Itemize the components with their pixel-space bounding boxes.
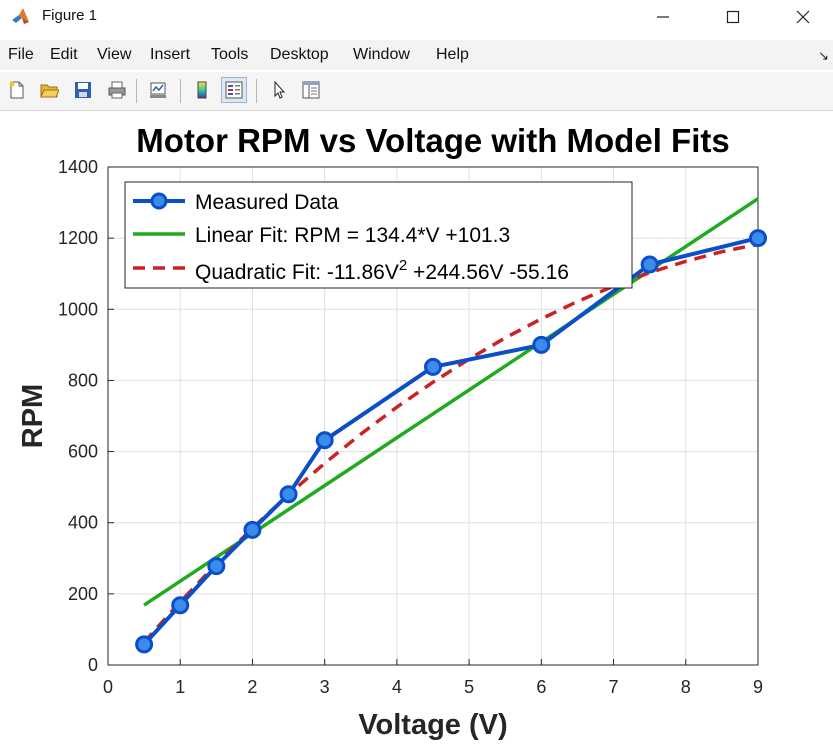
y-tick-label: 800: [68, 370, 98, 390]
measured-data-point: [207, 557, 226, 576]
figure-canvas: 0 1 2 3 4 5 6 7 8 9 0 200 400 600 800 1000 1200 1400 Moto…: [0, 111, 833, 743]
y-axis-label: RPM: [17, 384, 49, 448]
menu-insert[interactable]: Insert: [150, 46, 191, 63]
link-plot-icon: [150, 82, 166, 98]
minimize-icon: [657, 15, 669, 18]
measured-data-point: [640, 255, 659, 274]
menu-desktop[interactable]: Desktop: [270, 46, 329, 63]
measured-data-point: [315, 431, 334, 450]
open-file-button[interactable]: [36, 77, 62, 103]
toolbar-separator: [136, 79, 137, 103]
legend-marker-measured: [150, 192, 168, 210]
save-button[interactable]: [70, 77, 96, 103]
measured-data-point: [279, 485, 298, 504]
menu-view[interactable]: View: [97, 46, 132, 63]
menu-help[interactable]: Help: [436, 46, 469, 63]
y-tick-label: 1200: [58, 228, 98, 248]
print-button[interactable]: [104, 77, 130, 103]
legend-label-linear: Linear Fit: RPM = 134.4*V +101.3: [195, 224, 510, 247]
series-quadratic-fit-line: [142, 242, 759, 644]
menu-dock-arrow-icon[interactable]: ↘: [818, 48, 829, 63]
x-tick-label: 5: [464, 677, 474, 697]
print-icon: [108, 81, 126, 99]
legend-label-quadratic: Quadratic Fit: -11.86V2 +244.56V -55.16: [195, 257, 569, 284]
y-tick-label: 1400: [58, 157, 98, 177]
open-file-icon: [40, 84, 59, 98]
measured-data-point: [135, 635, 154, 654]
x-tick-label: 0: [103, 677, 113, 697]
title-bar: Figure 1: [0, 0, 833, 33]
menu-bar: File Edit View Insert Tools Desktop Wind…: [0, 40, 833, 70]
series-measured-line: [142, 236, 759, 646]
property-editor-button[interactable]: [298, 77, 324, 103]
menu-edit[interactable]: Edit: [50, 46, 78, 63]
y-tick-label: 1000: [58, 299, 98, 319]
chart: 0 1 2 3 4 5 6 7 8 9 0 200 400 600 800 1000 1200 1400 Moto…: [17, 122, 767, 741]
measured-data-point: [243, 520, 262, 539]
close-button[interactable]: [780, 0, 826, 33]
measured-data-point: [424, 357, 442, 376]
x-tick-label: 2: [247, 677, 257, 697]
measured-data-point: [171, 596, 190, 615]
x-tick-label: 3: [320, 677, 330, 697]
y-tick-label: 0: [88, 655, 98, 675]
legend-button[interactable]: [221, 77, 247, 103]
legend-quadratic-part1: Quadratic Fit: -11.86V: [195, 261, 399, 284]
legend-quadratic-exponent: 2: [399, 257, 407, 274]
x-axis-label: Voltage (V): [358, 709, 507, 741]
property-editor-icon: [302, 81, 320, 99]
legend-label-measured: Measured Data: [195, 191, 339, 214]
close-icon: [796, 10, 810, 23]
window-title: Figure 1: [42, 7, 98, 24]
toolbar-separator: [256, 79, 257, 103]
link-plot-button[interactable]: [145, 77, 171, 103]
x-tick-label: 8: [681, 677, 691, 697]
new-figure-button[interactable]: [4, 77, 30, 103]
menu-window[interactable]: Window: [353, 46, 410, 63]
toolbar: [0, 72, 833, 111]
maximize-button[interactable]: [710, 0, 756, 33]
x-tick-label: 6: [536, 677, 546, 697]
pointer-icon: [274, 80, 286, 99]
legend[interactable]: Measured Data Linear Fit: RPM = 134.4*V …: [124, 181, 633, 289]
y-tick-label: 200: [68, 584, 98, 604]
chart-title: Motor RPM vs Voltage with Model Fits: [136, 122, 729, 159]
legend-box: [124, 181, 633, 289]
measured-data-point: [749, 229, 767, 248]
minimize-button[interactable]: [640, 0, 686, 33]
colorbar-icon: [197, 81, 207, 99]
legend-icon: [225, 81, 243, 99]
matlab-logo-icon: [12, 8, 29, 24]
colorbar-button[interactable]: [189, 77, 215, 103]
toolbar-separator: [180, 79, 181, 103]
menu-file[interactable]: File: [8, 46, 34, 63]
y-tick-label: 600: [68, 442, 98, 462]
menu-tools[interactable]: Tools: [211, 46, 249, 63]
x-tick-label: 7: [609, 677, 619, 697]
save-icon: [75, 82, 91, 98]
maximize-icon: [726, 10, 740, 23]
new-figure-icon: [9, 81, 24, 99]
x-tick-label: 4: [392, 677, 402, 697]
x-tick-label: 9: [753, 677, 763, 697]
plot-area-frame: [107, 166, 759, 666]
y-tick-label: 400: [68, 513, 98, 533]
legend-quadratic-part2: +244.56V -55.16: [407, 261, 569, 284]
measured-data-point: [532, 335, 551, 354]
pointer-button[interactable]: [266, 77, 292, 103]
x-tick-label: 1: [175, 677, 185, 697]
